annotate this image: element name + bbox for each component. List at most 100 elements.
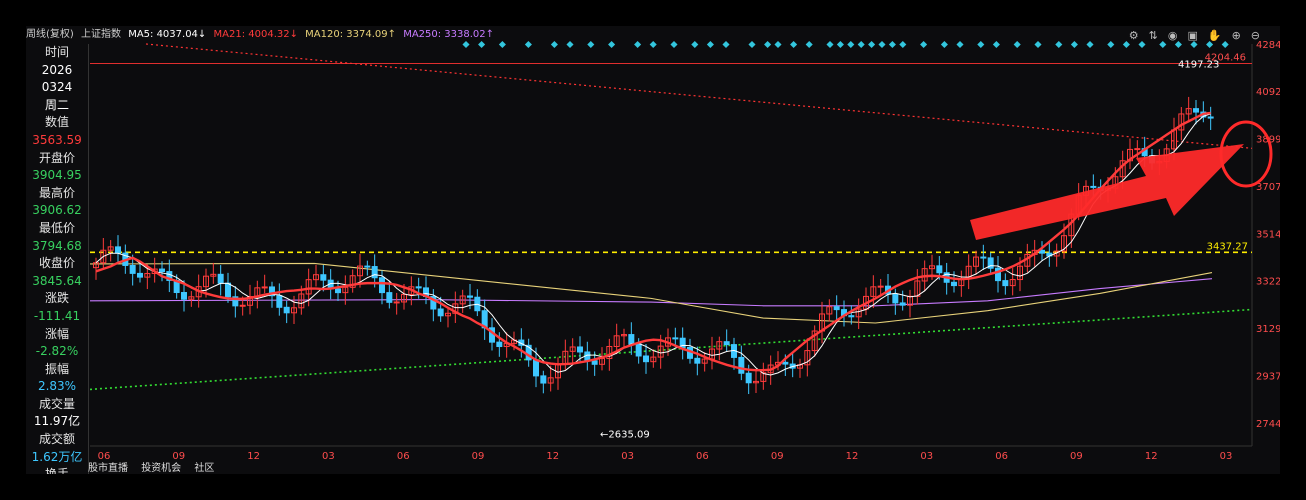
signal-dot <box>1107 40 1115 49</box>
annotation-circle <box>1219 120 1273 188</box>
candle-body <box>643 355 649 363</box>
eye-icon[interactable]: ◉ <box>1167 29 1184 42</box>
x-tick-label: 09 <box>771 451 784 462</box>
candle-body <box>591 360 598 365</box>
candle-body <box>672 337 679 340</box>
x-tick-label: 06 <box>696 451 709 462</box>
change-label: 涨跌 <box>44 291 69 306</box>
tab-opportunity[interactable]: 投资机会 <box>141 463 182 474</box>
candle-body <box>907 295 913 306</box>
hand-icon[interactable]: ✋ <box>1207 29 1228 42</box>
candle-body <box>291 307 297 314</box>
x-tick-label: 03 <box>322 451 335 462</box>
candle-body <box>1178 113 1185 131</box>
candle-body <box>144 273 151 278</box>
signal-dot <box>462 40 470 49</box>
x-tick-label: 12 <box>846 451 859 462</box>
candle-body <box>694 357 701 364</box>
info-panel: 时间 2026 0324 周二 数值 3563.59 开盘价 3904.95 最… <box>26 44 89 474</box>
candle-body <box>115 246 121 254</box>
candle-body <box>232 296 239 307</box>
signal-dot <box>649 40 657 49</box>
candle-body <box>1009 279 1016 287</box>
high-label: 最高价 <box>38 185 75 200</box>
index-name: 上证指数 <box>81 29 121 40</box>
period-label[interactable]: 周线(复权) <box>26 29 74 40</box>
zoom-in-icon[interactable]: ⊕ <box>1231 29 1247 42</box>
candle-body <box>445 312 451 317</box>
candle-body <box>745 372 752 384</box>
time-weekday: 周二 <box>44 97 69 112</box>
time-label: 时间 <box>44 45 69 59</box>
signal-dot <box>1190 40 1198 49</box>
candle-body <box>107 246 114 251</box>
compare-icon[interactable]: ⇅ <box>1148 29 1164 42</box>
candle-body <box>239 304 246 307</box>
candle-body <box>467 295 473 298</box>
signal-dot <box>1055 40 1063 49</box>
candle-body <box>936 265 943 274</box>
signal-dot <box>805 40 813 49</box>
signal-dot <box>706 40 714 49</box>
signal-dot <box>836 40 844 49</box>
candle-body <box>760 372 767 382</box>
low-value: 3794.68 <box>32 238 82 253</box>
signal-dot <box>550 40 558 49</box>
candle-body <box>657 345 664 358</box>
open-value: 3904.95 <box>32 168 82 183</box>
candle-body <box>298 293 305 309</box>
candle-body <box>342 286 349 294</box>
candle-body <box>283 306 290 314</box>
settings-icon[interactable]: ⚙ <box>1128 29 1145 42</box>
candle-body <box>269 286 275 297</box>
change-pct-value: -2.82% <box>35 344 79 359</box>
signal-dot <box>977 40 985 49</box>
candle-body <box>848 315 855 318</box>
y-tick-label: 4284 <box>1256 40 1280 51</box>
volume-label: 成交量 <box>38 396 75 411</box>
candle-body <box>628 334 635 345</box>
tab-live[interactable]: 股市直播 <box>88 463 128 474</box>
signal-dot <box>498 40 506 49</box>
bag-icon[interactable]: ▣ <box>1187 29 1204 42</box>
signal-dot <box>1138 40 1146 49</box>
candle-body <box>547 377 554 384</box>
candle-body <box>892 293 899 304</box>
candle-body <box>188 296 195 300</box>
signal-dot <box>992 40 1000 49</box>
candle-body <box>305 279 312 295</box>
candle-body <box>613 335 620 348</box>
candle-body <box>929 265 935 270</box>
signal-dot <box>1122 40 1130 49</box>
volume-value: 11.97亿 <box>33 414 81 429</box>
y-tick-label: 3514 <box>1256 229 1280 240</box>
chart-window: 周线(复权) 上证指数 MA5: 4037.04↓ MA21: 4004.32↓… <box>26 26 1280 474</box>
candle-body <box>203 275 209 288</box>
candle-body <box>723 341 730 346</box>
tab-community[interactable]: 社区 <box>194 463 215 474</box>
candle-body <box>437 308 444 317</box>
candle-body <box>100 249 107 264</box>
x-tick-label: 06 <box>995 451 1008 462</box>
signal-dot <box>774 40 782 49</box>
time-year: 2026 <box>41 62 73 77</box>
y-tick-label: 2744 <box>1256 419 1280 430</box>
candle-body <box>1061 235 1067 252</box>
candle-body <box>386 292 393 303</box>
candle-body <box>335 288 341 294</box>
bottom-tabs: 股市直播 投资机会 社区 <box>88 463 224 474</box>
zoom-out-icon[interactable]: ⊖ <box>1250 29 1266 42</box>
candle-body <box>276 295 283 308</box>
ma250-readout: MA250: 3338.02↑ <box>403 29 495 40</box>
candle-body <box>577 346 583 353</box>
close-value: 3845.64 <box>32 273 82 288</box>
signal-dot <box>888 40 896 49</box>
candle-body <box>951 281 957 287</box>
candle-body <box>129 264 136 274</box>
low-label: ←2635.09 <box>600 430 650 441</box>
candle-body <box>459 295 466 305</box>
signal-dot <box>826 40 834 49</box>
turnover-value: 1.62万亿 <box>31 449 83 464</box>
signal-dot <box>868 40 876 49</box>
